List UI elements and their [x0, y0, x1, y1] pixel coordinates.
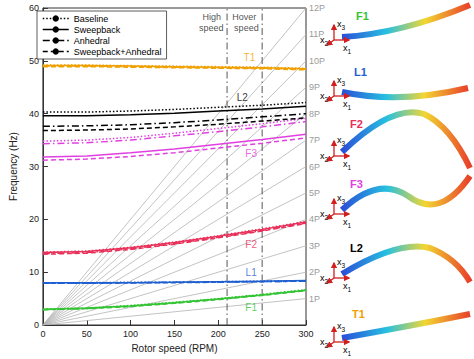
- svg-text:x1: x1: [343, 345, 352, 357]
- svg-text:L2: L2: [350, 242, 363, 254]
- svg-text:F2: F2: [350, 118, 363, 130]
- svg-text:x2: x2: [320, 91, 329, 103]
- svg-text:2P: 2P: [309, 267, 320, 277]
- svg-text:7P: 7P: [309, 135, 320, 145]
- svg-text:9P: 9P: [309, 82, 320, 92]
- svg-text:1P: 1P: [309, 294, 320, 304]
- svg-text:L1: L1: [246, 267, 258, 278]
- svg-text:Frequency (Hz): Frequency (Hz): [8, 132, 19, 201]
- svg-text:30: 30: [29, 162, 39, 172]
- svg-text:x1: x1: [343, 159, 352, 171]
- svg-text:F3: F3: [245, 148, 257, 159]
- svg-text:speed: speed: [234, 23, 259, 33]
- svg-text:Rotor speed (RPM): Rotor speed (RPM): [131, 343, 217, 354]
- svg-text:x3: x3: [337, 75, 346, 87]
- svg-text:F3: F3: [350, 178, 363, 190]
- svg-text:x3: x3: [337, 193, 346, 205]
- svg-text:0: 0: [40, 329, 45, 339]
- svg-text:3P: 3P: [309, 241, 320, 251]
- svg-text:L2: L2: [237, 92, 249, 103]
- svg-text:11P: 11P: [309, 29, 324, 39]
- svg-text:Sweepback: Sweepback: [74, 25, 121, 35]
- svg-text:x1: x1: [343, 281, 352, 293]
- svg-text:x1: x1: [343, 43, 352, 55]
- svg-text:50: 50: [82, 329, 92, 339]
- svg-text:Anhedral: Anhedral: [74, 36, 110, 46]
- svg-text:F1: F1: [356, 10, 369, 22]
- svg-text:High: High: [203, 12, 224, 22]
- svg-text:10P: 10P: [309, 56, 325, 66]
- svg-text:x2: x2: [320, 209, 329, 221]
- svg-text:Hover: Hover: [232, 12, 259, 22]
- svg-text:Baseline: Baseline: [74, 14, 109, 24]
- svg-text:8P: 8P: [309, 109, 320, 119]
- svg-text:5P: 5P: [309, 188, 320, 198]
- svg-text:300: 300: [298, 329, 313, 339]
- svg-text:F1: F1: [245, 302, 257, 313]
- svg-text:T1: T1: [352, 308, 365, 320]
- svg-text:x1: x1: [343, 99, 352, 111]
- svg-text:x2: x2: [320, 151, 329, 163]
- svg-text:speed: speed: [199, 23, 224, 33]
- svg-text:100: 100: [123, 329, 138, 339]
- svg-text:150: 150: [167, 329, 182, 339]
- svg-text:x1: x1: [343, 217, 352, 229]
- svg-text:x3: x3: [337, 135, 346, 147]
- svg-text:10: 10: [29, 267, 39, 277]
- svg-text:50: 50: [28, 55, 39, 66]
- svg-text:x2: x2: [320, 273, 329, 285]
- svg-text:x2: x2: [320, 35, 329, 47]
- svg-text:x3: x3: [337, 257, 346, 269]
- svg-text:0: 0: [34, 320, 39, 330]
- svg-text:12P: 12P: [309, 3, 325, 13]
- svg-text:6P: 6P: [309, 162, 320, 172]
- svg-text:4P: 4P: [309, 214, 320, 224]
- svg-text:x3: x3: [337, 19, 346, 31]
- svg-text:200: 200: [211, 329, 226, 339]
- svg-text:60: 60: [28, 3, 39, 13]
- svg-text:x3: x3: [337, 321, 346, 333]
- svg-text:x2: x2: [320, 337, 329, 349]
- svg-text:20: 20: [29, 214, 39, 224]
- svg-text:40: 40: [29, 109, 39, 119]
- svg-text:250: 250: [255, 329, 270, 339]
- svg-text:L1: L1: [354, 66, 367, 78]
- svg-text:Sweepback+Anhedral: Sweepback+Anhedral: [74, 47, 162, 57]
- svg-text:F2: F2: [245, 239, 257, 250]
- svg-text:T1: T1: [244, 52, 256, 63]
